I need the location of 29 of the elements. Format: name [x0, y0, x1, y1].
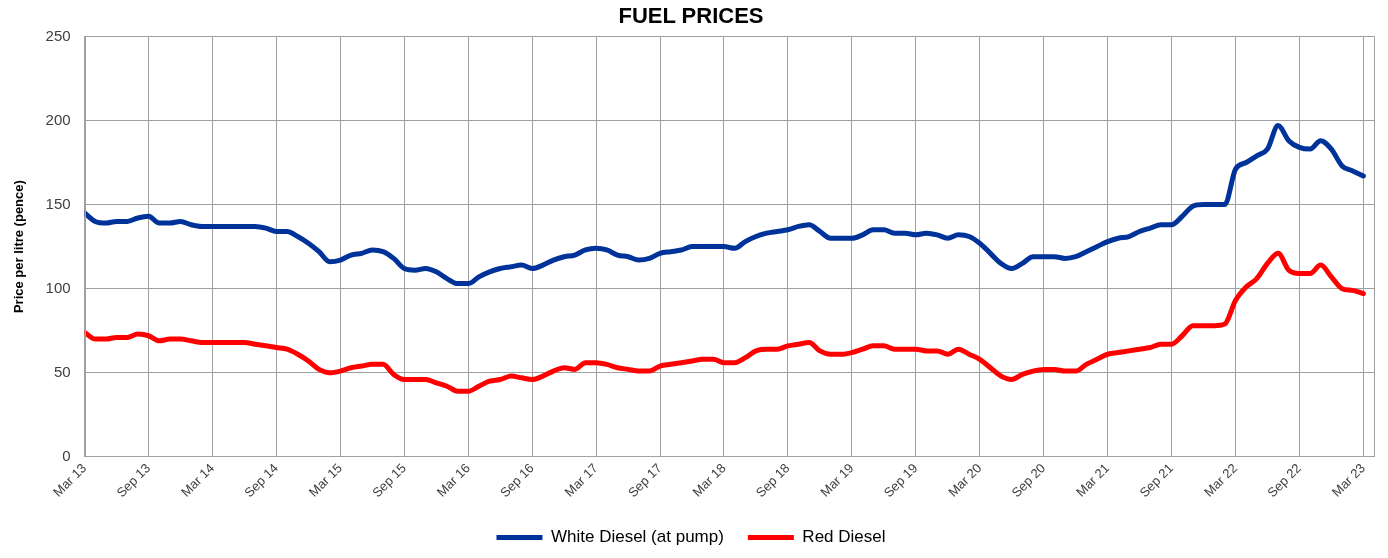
y-tick-label: 100: [45, 278, 71, 296]
x-tick-label: Sep 18: [752, 460, 793, 501]
x-tick-label: Mar 14: [177, 460, 218, 500]
x-tick-label: Mar 16: [433, 460, 473, 500]
x-tick-label: Sep 14: [241, 460, 282, 501]
legend-label: White Diesel (at pump): [550, 527, 724, 547]
x-tick-label: Sep 16: [497, 460, 537, 501]
x-tick-label: Mar 21: [1073, 460, 1113, 500]
x-tick-label: Mar 17: [561, 460, 601, 500]
y-tick-label: 200: [45, 110, 71, 128]
x-tick-label: Mar 18: [689, 460, 729, 500]
x-tick-label: Mar 19: [817, 460, 857, 500]
x-tick-label: Sep 19: [880, 460, 921, 501]
x-tick-label: Mar 23: [1328, 460, 1368, 500]
y-tick-label: 150: [45, 194, 71, 212]
legend-label: Red Diesel: [802, 527, 886, 547]
x-tick-label: Sep 22: [1264, 460, 1305, 501]
chart-title: FUEL PRICES: [618, 3, 764, 29]
x-tick-label: Sep 20: [1008, 460, 1049, 501]
y-tick-label: 250: [45, 26, 71, 44]
x-tick-label: Sep 17: [624, 460, 665, 501]
x-tick-label: Sep 13: [113, 460, 154, 501]
y-tick-label: 50: [53, 362, 71, 380]
x-tick-label: Mar 22: [1200, 460, 1241, 500]
x-tick-label: Mar 15: [305, 460, 346, 500]
y-axis-title: Price per litre (pence): [11, 180, 27, 314]
x-tick-label: Mar 20: [945, 460, 985, 500]
x-tick-label: Sep 15: [369, 460, 409, 501]
x-tick-label: Sep 21: [1136, 460, 1177, 501]
